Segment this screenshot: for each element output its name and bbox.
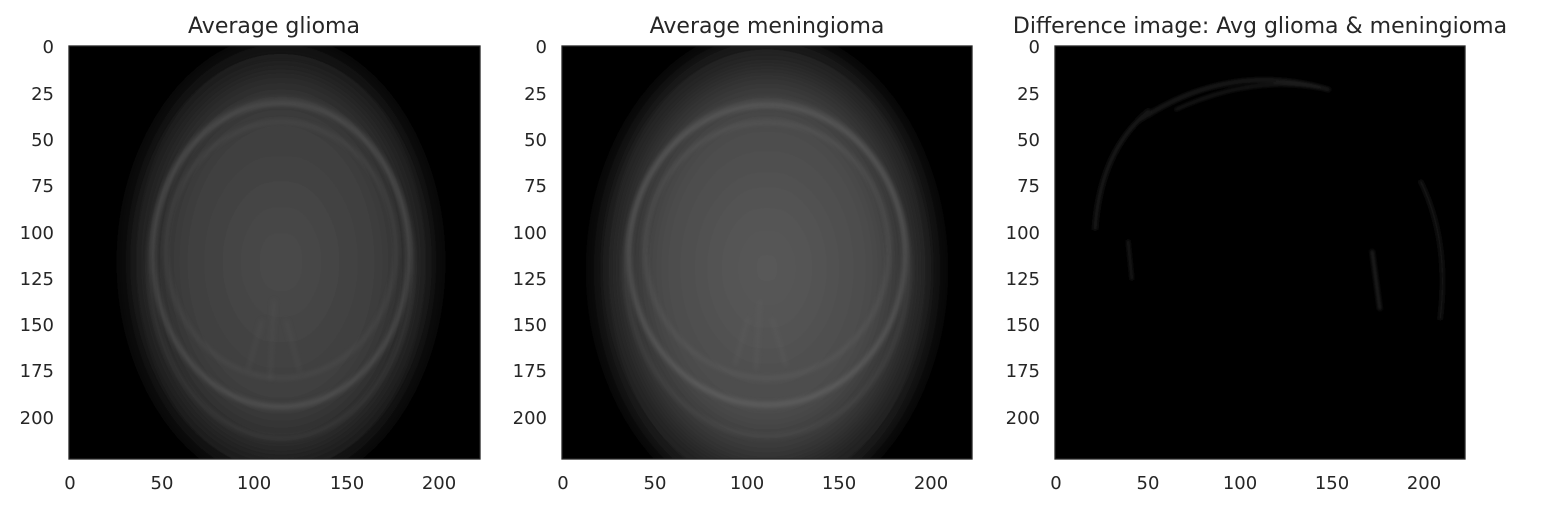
y-tick-label: 150 <box>1006 315 1040 336</box>
y-tick-label: 200 <box>513 408 547 429</box>
x-tick-label: 200 <box>422 473 456 494</box>
y-tick-label: 75 <box>31 176 54 197</box>
y-tick-label: 175 <box>20 361 54 382</box>
y-tick-label: 75 <box>1017 176 1040 197</box>
head-average <box>597 46 937 459</box>
x-tick-label: 150 <box>330 473 364 494</box>
x-tick-label: 100 <box>730 473 764 494</box>
x-ticks: 0 50 100 150 200 <box>64 473 456 494</box>
panel-title: Average glioma <box>188 14 360 39</box>
image-area <box>1055 46 1465 459</box>
y-tick-label: 125 <box>513 269 547 290</box>
x-ticks: 0 50 100 150 200 <box>1050 473 1441 494</box>
y-tick-label: 25 <box>1017 84 1040 105</box>
x-tick-label: 50 <box>644 473 667 494</box>
x-tick-label: 150 <box>822 473 856 494</box>
x-tick-label: 100 <box>237 473 271 494</box>
y-tick-label: 200 <box>20 408 54 429</box>
x-ticks: 0 50 100 150 200 <box>557 473 948 494</box>
y-tick-label: 125 <box>1006 269 1040 290</box>
y-tick-label: 150 <box>20 315 54 336</box>
axes-frame <box>561 45 973 460</box>
y-tick-label: 0 <box>1029 37 1040 58</box>
panel-title: Difference image: Avg glioma & meningiom… <box>1013 14 1507 39</box>
y-tick-label: 150 <box>513 315 547 336</box>
y-tick-label: 25 <box>31 84 54 105</box>
y-tick-label: 100 <box>513 223 547 244</box>
panel-average-meningioma: Average meningioma 0 25 50 75 100 125 15… <box>513 14 973 494</box>
y-tick-label: 0 <box>43 37 54 58</box>
x-tick-label: 50 <box>151 473 174 494</box>
y-ticks: 0 25 50 75 100 125 150 175 200 <box>1006 37 1040 429</box>
y-tick-label: 175 <box>1006 361 1040 382</box>
y-ticks: 0 25 50 75 100 125 150 175 200 <box>20 37 54 429</box>
x-tick-label: 0 <box>1050 473 1061 494</box>
difference-arcs <box>1092 78 1445 321</box>
y-tick-label: 0 <box>536 37 547 58</box>
panel-difference-image: Difference image: Avg glioma & meningiom… <box>1006 14 1507 494</box>
x-tick-label: 150 <box>1315 473 1349 494</box>
y-tick-label: 75 <box>524 176 547 197</box>
x-tick-label: 100 <box>1223 473 1257 494</box>
x-tick-label: 0 <box>557 473 568 494</box>
y-tick-label: 200 <box>1006 408 1040 429</box>
image-area <box>69 46 480 459</box>
y-tick-label: 50 <box>31 130 54 151</box>
axes-frame <box>68 45 481 460</box>
head-average <box>126 46 436 459</box>
y-tick-label: 100 <box>20 223 54 244</box>
x-tick-label: 50 <box>1137 473 1160 494</box>
y-tick-label: 100 <box>1006 223 1040 244</box>
y-tick-label: 25 <box>524 84 547 105</box>
x-tick-label: 200 <box>914 473 948 494</box>
y-ticks: 0 25 50 75 100 125 150 175 200 <box>513 37 547 429</box>
y-tick-label: 50 <box>1017 130 1040 151</box>
panel-average-glioma: Average glioma 0 25 50 75 100 125 150 17… <box>20 14 481 494</box>
axes-frame <box>1054 45 1466 460</box>
image-background <box>1055 46 1465 459</box>
y-tick-label: 125 <box>20 269 54 290</box>
x-tick-label: 200 <box>1407 473 1441 494</box>
panel-title: Average meningioma <box>650 14 885 39</box>
x-tick-label: 0 <box>64 473 75 494</box>
y-tick-label: 50 <box>524 130 547 151</box>
y-tick-label: 175 <box>513 361 547 382</box>
image-area <box>562 46 972 459</box>
